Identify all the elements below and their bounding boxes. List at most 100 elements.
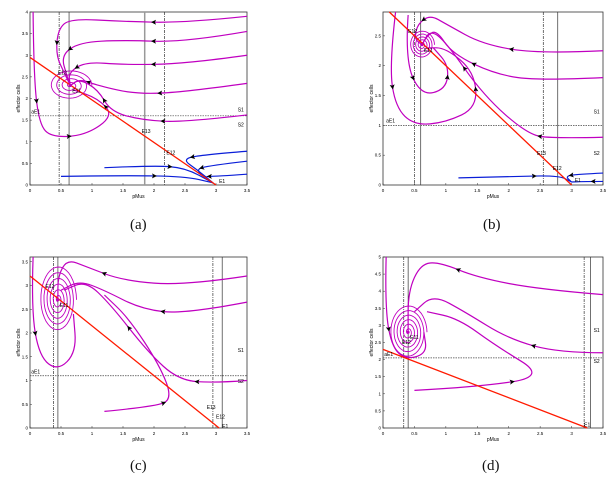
direction-arrow-icon bbox=[409, 74, 415, 81]
x-tick-label: 0 bbox=[29, 188, 32, 193]
y-axis-label: effector cells bbox=[369, 328, 375, 356]
x-tick-label: 1 bbox=[445, 431, 448, 436]
equilibrium-point bbox=[56, 298, 60, 302]
direction-arrow-icon bbox=[471, 62, 478, 68]
y-tick-label: 1.5 bbox=[375, 374, 382, 379]
panel-b: 0 0.5 1 1.5 2 2.5 3 3.5 0 0.5 1 1.5 2 2.5 pMus effector… bbox=[369, 11, 607, 200]
x-tick-label: 1.5 bbox=[474, 188, 481, 193]
y-tick-label: 1.5 bbox=[22, 354, 29, 359]
x-axis-label: pMus bbox=[487, 437, 500, 443]
y-tick-label: 3 bbox=[378, 323, 381, 328]
x-tick-label: 3 bbox=[215, 431, 218, 436]
y-tick-label: 3.5 bbox=[22, 31, 29, 36]
x-tick-label: 0.5 bbox=[411, 431, 418, 436]
nullcline-line bbox=[29, 56, 217, 186]
direction-arrow-icon bbox=[151, 173, 157, 179]
y-tick-label: 0.5 bbox=[22, 161, 29, 166]
x-tick-label: 0 bbox=[382, 431, 385, 436]
direction-arrow-icon bbox=[455, 268, 462, 273]
x-tick-label: 2.5 bbox=[537, 188, 544, 193]
direction-arrow-icon bbox=[537, 134, 543, 140]
point-label: E12 bbox=[402, 340, 411, 346]
point-label: aE1 bbox=[386, 118, 395, 124]
trajectory bbox=[421, 32, 604, 139]
point-label: S2 bbox=[238, 123, 244, 129]
y-tick-label: 4 bbox=[25, 10, 28, 15]
trajectory bbox=[414, 16, 604, 53]
point-label: S2 bbox=[594, 151, 600, 157]
nullcline-line bbox=[29, 275, 220, 429]
trajectory bbox=[60, 282, 248, 313]
x-tick-label: 1.5 bbox=[120, 431, 127, 436]
x-axis-label: pMus bbox=[132, 194, 145, 200]
direction-arrow-icon bbox=[160, 401, 167, 407]
y-tick-label: 0 bbox=[25, 183, 28, 188]
y-tick-label: 0.5 bbox=[375, 408, 382, 413]
point-label: E13 bbox=[207, 405, 216, 411]
x-axis-label: pMus bbox=[132, 437, 145, 443]
point-label: aE1 bbox=[384, 352, 393, 358]
y-tick-label: 4 bbox=[378, 289, 381, 294]
direction-arrow-icon bbox=[508, 47, 515, 53]
direction-arrow-icon bbox=[531, 173, 537, 179]
y-tick-label: 2 bbox=[378, 357, 381, 362]
caption-d: (d) bbox=[482, 458, 500, 474]
y-tick-label: 1 bbox=[378, 391, 381, 396]
y-tick-label: 1.5 bbox=[375, 93, 382, 98]
point-label: E1 bbox=[222, 424, 228, 430]
trajectory bbox=[414, 311, 533, 391]
y-tick-label: 2.5 bbox=[375, 33, 382, 38]
nullcline-line bbox=[388, 11, 573, 186]
x-tick-label: 3.5 bbox=[244, 188, 251, 193]
y-tick-label: 2.5 bbox=[375, 340, 382, 345]
x-tick-label: 1.5 bbox=[120, 188, 127, 193]
direction-arrow-icon bbox=[160, 118, 166, 124]
point-label: E12 bbox=[408, 29, 417, 35]
spiral-trajectory bbox=[410, 30, 435, 58]
y-tick-label: 2.5 bbox=[22, 307, 29, 312]
direction-arrow-icon bbox=[86, 80, 92, 86]
direction-arrow-icon bbox=[167, 163, 173, 169]
direction-arrow-icon bbox=[151, 61, 157, 67]
panel-d: 0 0.5 1 1.5 2 2.5 3 3.5 0 0.5 1 1.5 2 2.5 3 3.5 4 4.5 5 pMu… bbox=[369, 255, 607, 444]
direction-arrow-icon bbox=[101, 272, 108, 277]
y-tick-label: 1.5 bbox=[22, 118, 29, 123]
x-tick-label: 3.5 bbox=[244, 431, 251, 436]
direction-arrow-icon bbox=[151, 19, 157, 25]
direction-arrow-icon bbox=[74, 63, 81, 69]
y-axis-label: effector cells bbox=[16, 328, 22, 356]
y-tick-label: 3 bbox=[25, 283, 28, 288]
x-tick-label: 0.5 bbox=[58, 188, 65, 193]
point-label: S2 bbox=[594, 359, 600, 365]
trajectory bbox=[571, 180, 604, 183]
x-axis-label: pMus bbox=[487, 194, 500, 200]
direction-arrow-icon bbox=[127, 325, 133, 332]
direction-arrow-icon bbox=[206, 173, 212, 179]
point-label: aE1 bbox=[31, 110, 40, 116]
y-tick-label: 0 bbox=[378, 426, 381, 431]
direction-arrow-icon bbox=[568, 172, 574, 178]
trajectory bbox=[63, 283, 248, 383]
trajectory bbox=[414, 298, 604, 354]
x-tick-label: 2 bbox=[153, 431, 156, 436]
x-tick-label: 3 bbox=[215, 188, 218, 193]
x-tick-label: 0 bbox=[382, 188, 385, 193]
direction-arrow-icon bbox=[67, 45, 74, 51]
panel-c: 0 0.5 1 1.5 2 2.5 3 3.5 0 0.5 1 1.5 2 2.5 3 3.5 pMus effe… bbox=[16, 256, 251, 443]
direction-arrow-icon bbox=[32, 330, 38, 336]
direction-arrow-icon bbox=[462, 66, 468, 72]
point-label: E12 bbox=[166, 151, 175, 157]
point-label: E12 bbox=[553, 166, 562, 172]
y-tick-label: 3 bbox=[25, 53, 28, 58]
direction-arrow-icon bbox=[160, 309, 166, 315]
y-tick-label: 1 bbox=[25, 139, 28, 144]
direction-arrow-icon bbox=[199, 164, 205, 170]
x-tick-label: 2.5 bbox=[182, 431, 189, 436]
y-tick-label: 0 bbox=[378, 183, 381, 188]
x-tick-label: 3.5 bbox=[600, 188, 607, 193]
x-tick-label: 3 bbox=[570, 431, 573, 436]
y-tick-label: 2.5 bbox=[22, 74, 29, 79]
trajectory bbox=[69, 80, 248, 94]
direction-arrow-icon bbox=[102, 98, 108, 104]
